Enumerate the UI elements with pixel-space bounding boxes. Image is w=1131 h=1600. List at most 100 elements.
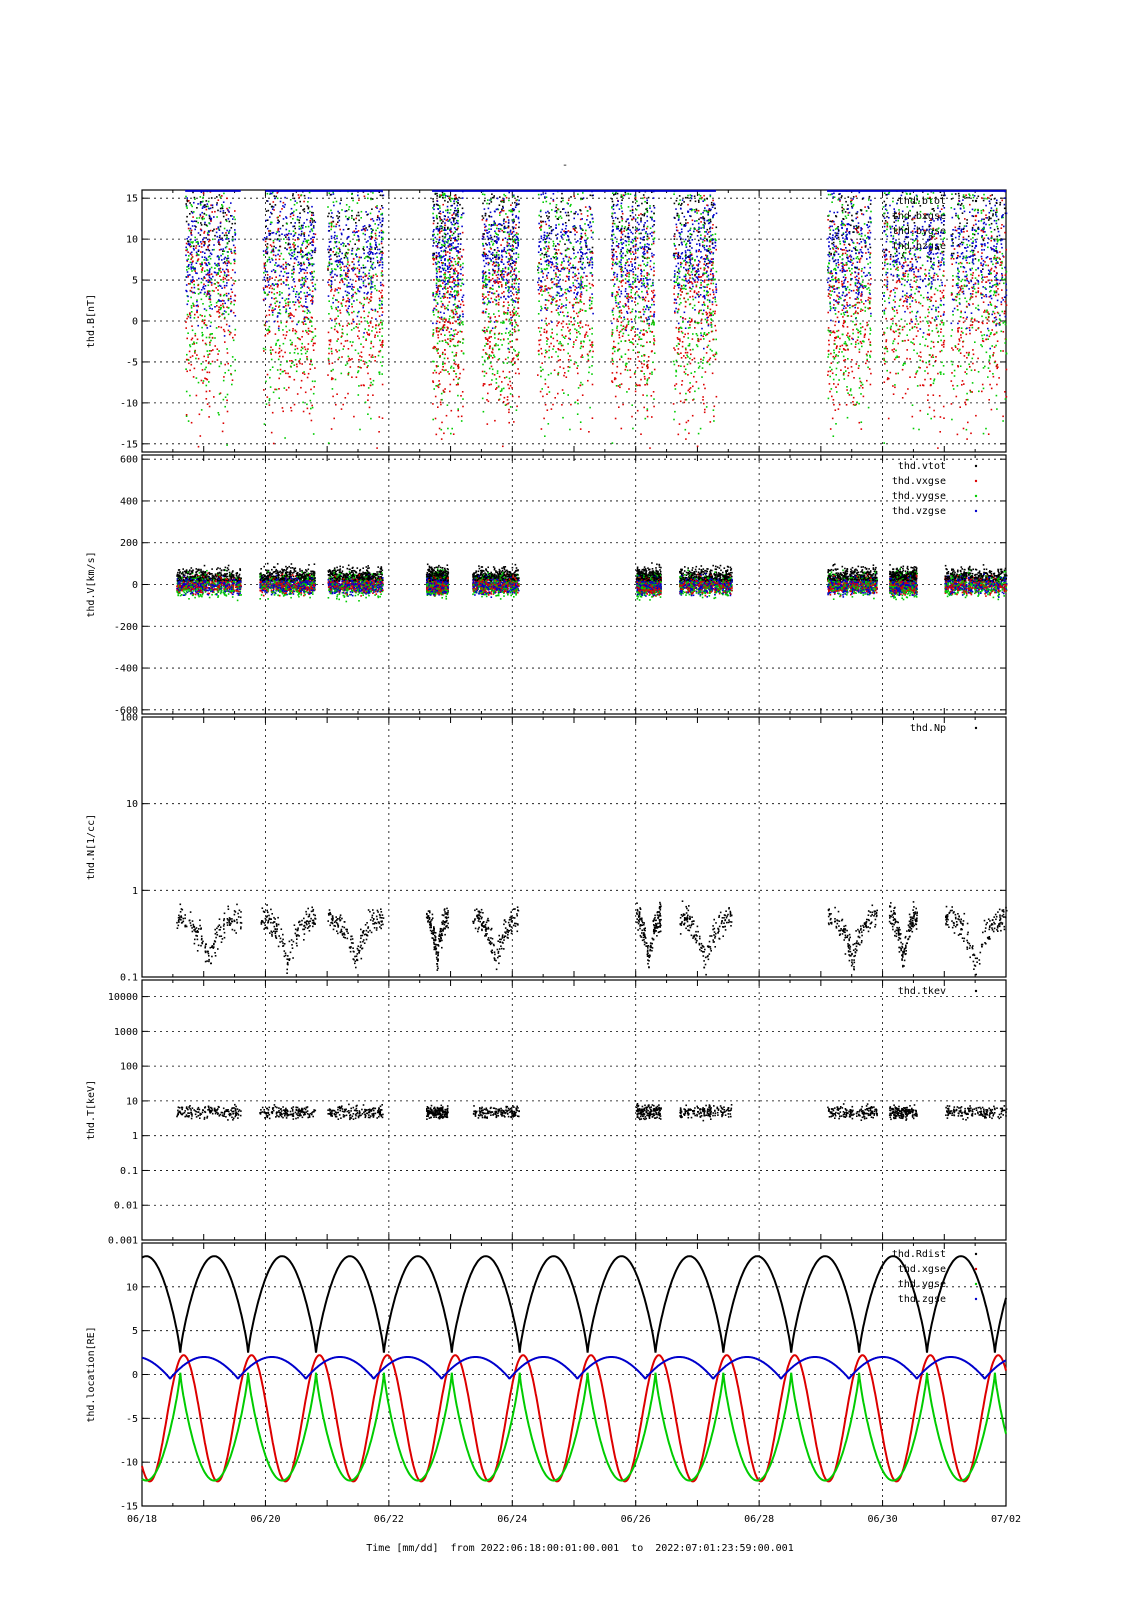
data-point xyxy=(371,330,373,332)
data-point xyxy=(197,232,200,234)
data-point xyxy=(456,284,458,286)
data-point xyxy=(554,215,557,218)
data-point xyxy=(513,286,516,288)
data-point xyxy=(300,291,302,293)
data-point xyxy=(457,199,459,202)
data-point xyxy=(345,300,348,303)
data-point xyxy=(201,207,204,209)
data-point xyxy=(438,380,440,382)
data-point xyxy=(269,369,272,371)
data-point xyxy=(192,266,194,268)
data-point xyxy=(203,242,206,245)
data-point xyxy=(207,200,210,203)
data-point xyxy=(568,330,570,332)
data-point xyxy=(314,283,317,286)
data-point xyxy=(511,210,514,213)
data-point xyxy=(341,279,343,282)
data-point xyxy=(369,212,372,215)
data-point xyxy=(203,259,205,261)
data-point xyxy=(512,314,514,317)
data-point xyxy=(540,228,542,231)
data-point xyxy=(272,248,275,250)
data-point xyxy=(452,242,454,244)
data-point xyxy=(551,263,553,266)
data-point xyxy=(381,303,383,306)
data-point xyxy=(541,319,543,322)
data-point xyxy=(546,215,548,217)
data-point xyxy=(306,254,309,256)
data-point xyxy=(266,294,269,296)
data-point xyxy=(204,324,207,326)
data-point xyxy=(457,210,459,212)
data-point xyxy=(380,225,383,228)
data-point xyxy=(362,232,365,235)
data-point xyxy=(445,283,448,285)
data-point xyxy=(537,313,540,315)
data-point xyxy=(223,376,225,378)
data-point xyxy=(447,327,449,329)
data-point xyxy=(333,236,335,239)
data-point xyxy=(560,217,563,219)
data-point xyxy=(505,403,508,406)
data-point xyxy=(491,273,494,276)
data-point xyxy=(224,262,227,265)
data-point xyxy=(351,344,353,347)
data-point xyxy=(372,261,375,264)
data-point xyxy=(277,352,280,354)
data-point xyxy=(189,394,191,397)
data-point xyxy=(342,325,344,327)
data-point xyxy=(487,392,489,395)
data-point xyxy=(206,238,209,241)
data-point xyxy=(280,252,283,255)
data-point xyxy=(291,314,293,316)
data-point xyxy=(459,341,461,343)
data-point xyxy=(573,317,575,319)
data-point xyxy=(435,309,438,311)
data-point xyxy=(342,298,345,301)
data-point xyxy=(510,360,513,363)
data-point xyxy=(312,233,315,235)
data-point xyxy=(460,216,462,219)
data-point xyxy=(556,286,558,288)
data-point xyxy=(462,405,464,408)
data-point xyxy=(205,264,208,266)
data-point xyxy=(354,349,357,351)
data-point xyxy=(514,312,516,314)
data-point xyxy=(207,362,210,365)
data-point xyxy=(537,265,539,268)
data-point xyxy=(372,192,374,194)
data-point xyxy=(546,267,549,270)
data-point xyxy=(289,307,291,309)
data-point xyxy=(199,202,202,205)
data-point xyxy=(347,248,349,251)
data-point xyxy=(368,236,371,238)
data-point xyxy=(550,226,552,228)
data-point xyxy=(280,321,282,324)
data-point xyxy=(580,248,583,250)
data-point xyxy=(381,246,384,249)
data-point xyxy=(219,267,222,270)
data-point xyxy=(540,375,542,378)
data-point xyxy=(200,241,202,243)
data-point xyxy=(484,212,487,215)
data-point xyxy=(269,349,272,352)
data-point xyxy=(186,313,189,316)
data-point xyxy=(448,243,451,245)
data-point xyxy=(332,191,334,194)
data-point xyxy=(560,264,563,266)
data-point xyxy=(198,245,201,247)
data-point xyxy=(548,227,551,229)
data-point xyxy=(580,283,583,285)
data-point xyxy=(490,198,492,201)
data-point xyxy=(300,205,302,207)
data-point xyxy=(285,284,287,286)
data-point xyxy=(443,267,446,270)
data-point xyxy=(302,310,304,312)
data-point xyxy=(297,194,300,196)
data-point xyxy=(224,341,226,343)
data-point xyxy=(279,214,281,217)
data-point xyxy=(216,235,219,238)
data-point xyxy=(507,219,510,221)
data-point xyxy=(577,277,579,280)
data-point xyxy=(222,248,224,250)
